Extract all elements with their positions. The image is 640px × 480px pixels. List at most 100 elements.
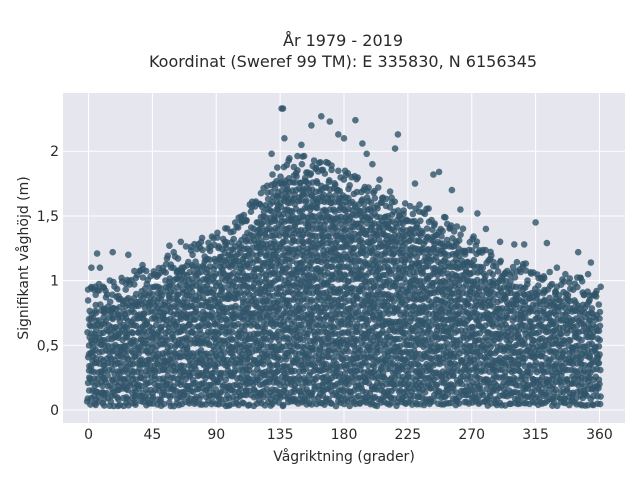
data-point [251,286,258,293]
data-point [164,252,172,260]
data-point [172,360,179,368]
data-point [245,264,253,271]
outlier-point [369,160,376,168]
data-point [302,365,310,373]
data-point [540,274,548,282]
data-point [146,362,154,369]
data-point [274,367,282,375]
outlier-point [411,180,419,187]
data-point [274,376,281,383]
data-point [421,389,429,396]
data-point [381,375,389,383]
data-point [374,184,382,191]
data-point [319,166,327,174]
data-point [390,297,398,305]
outlier-point [482,225,490,233]
data-point [597,366,604,374]
x-tick-label: 180 [331,427,358,443]
data-point [396,335,403,343]
outlier-point [352,116,359,124]
data-point [107,382,114,389]
data-point [206,362,213,370]
data-point [132,401,139,409]
outlier-point [430,171,437,178]
data-point [268,285,276,293]
data-point [572,299,579,306]
data-point [113,285,121,293]
data-point [197,330,205,338]
data-point [191,316,199,323]
data-point [319,341,327,349]
data-point [132,338,140,345]
data-point [596,308,604,316]
data-point [313,373,321,381]
data-point [230,235,237,243]
data-point [546,268,553,276]
data-point [459,225,467,232]
data-point [425,205,432,212]
data-point [259,360,267,368]
data-point [427,330,435,337]
data-point [406,202,414,210]
data-point [330,357,338,365]
data-point [310,157,318,164]
data-point [511,274,519,281]
data-point [240,211,248,219]
outlier-point [166,242,173,249]
data-point [513,258,521,266]
data-point [382,195,390,203]
data-point [158,291,166,299]
data-point [186,336,194,343]
x-tick-label: 45 [143,427,161,443]
outlier-point [593,287,600,295]
data-point [488,252,495,259]
outlier-point [298,141,305,149]
data-point [269,171,276,178]
data-point [331,180,338,187]
data-point [192,330,199,338]
data-point [162,269,169,276]
data-point [564,291,572,299]
data-point [595,376,603,384]
data-point [413,356,420,363]
data-point [294,167,301,174]
x-tick-label: 270 [458,427,485,443]
data-point [335,167,342,175]
data-point [342,395,350,403]
data-point [232,283,239,291]
data-point [297,388,304,396]
data-point [104,372,111,379]
data-point [351,201,358,208]
data-point [596,351,603,358]
data-point [230,228,237,235]
data-point [282,389,290,396]
data-point [132,274,140,282]
data-point [274,253,282,261]
x-tick-label: 0 [84,427,93,443]
data-point [279,401,287,409]
data-point [131,281,138,288]
data-point [391,198,399,205]
outlier-point [238,219,246,226]
data-point [306,171,314,179]
outlier-point [335,131,342,138]
data-point [367,344,375,351]
data-point [286,155,293,162]
outlier-point [318,113,325,120]
data-point [332,402,340,410]
data-point [271,266,279,274]
data-point [223,244,230,252]
data-point [595,343,603,350]
y-axis-label: Signifikant våghöjd (m) [15,176,32,339]
data-point [297,218,304,225]
outlier-point [278,105,285,112]
data-point [160,388,168,396]
x-tick-label: 90 [207,427,225,443]
data-point [409,210,417,218]
data-point [386,188,394,195]
outlier-point [125,251,132,259]
data-point [157,285,165,292]
outlier-point [584,270,592,278]
outlier-point [520,241,528,248]
data-point [336,285,344,293]
